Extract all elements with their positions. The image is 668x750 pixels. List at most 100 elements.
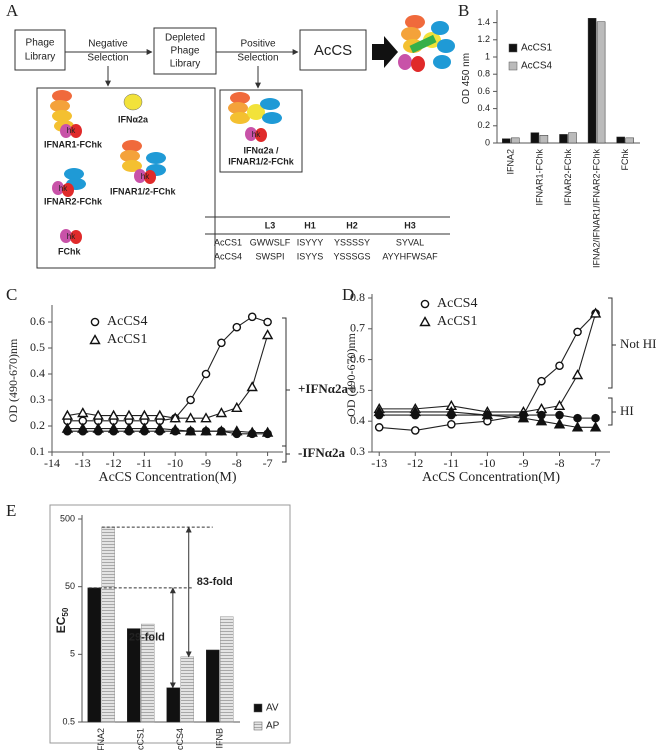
x-tick-label: -13 [371,456,387,470]
bracket [608,297,616,389]
marker [445,406,458,417]
table-cell: ISYYS [297,251,324,261]
marker [92,422,104,433]
x-tick-label: -9 [518,456,528,470]
marker [77,422,89,433]
y-tick-label: 0.4 [30,366,45,380]
y-tick-label: 1 [485,51,490,61]
x-tick-label: -10 [167,456,183,470]
table-cell: AcCS1 [214,237,242,247]
marker [61,422,74,433]
panel-border [49,504,291,744]
y-tick-label: 500 [60,513,75,523]
bar [587,18,597,144]
big-arrow [372,36,398,68]
bar [127,628,141,723]
y-tick-label: 0.6 [350,351,365,365]
table-cell: GWWSLF [250,237,291,247]
bar [530,132,540,144]
box-text: Phage [171,46,200,57]
bar [220,616,234,723]
legend-marker [90,317,100,327]
step-text: Selection [237,53,278,64]
y-tick-label: 0.5 [30,340,45,354]
bar [180,656,194,723]
marker [200,425,212,436]
marker [201,369,211,379]
panel-label: C [6,285,17,304]
box-text: Phage [26,38,55,49]
bar [502,138,511,144]
hk-text: hk [67,126,76,135]
hk-text: hk [141,172,150,181]
y-tick-label: 0.3 [30,392,45,406]
bar [101,526,115,723]
x-tick-label: -10 [479,456,495,470]
marker [553,418,566,429]
marker [217,338,226,348]
y-axis-label-text: OD 450 nm [461,53,472,104]
marker [410,426,420,435]
bracket [608,397,616,426]
icon-label: IFNα2a [118,114,149,124]
step-text: Selection [87,53,128,64]
x-tick-label: -9 [201,456,211,470]
marker [123,422,135,433]
legend-swatch [508,43,518,53]
marker [215,407,228,418]
legend-label: AcCS1 [437,314,477,329]
marker [215,425,228,436]
y-tick-label: 1.4 [477,17,490,27]
table-header: H1 [304,220,316,230]
marker [107,409,120,420]
ifnar12-icon [120,140,166,184]
x-tick-label: -12 [407,456,423,470]
marker [138,409,151,420]
marker [169,412,181,423]
y-tick-label: 0.4 [477,103,490,113]
marker [92,409,104,420]
panel-label: D [342,285,354,304]
icon-label: IFNAR1/2-FChk [228,156,294,166]
marker [107,422,120,433]
annotation: 29-fold [129,632,165,644]
annotation: -IFNα2a [298,445,345,460]
series-line [379,313,597,413]
annotation: Not HI [620,336,656,351]
marker [232,322,242,332]
y-tick-label: 5 [70,649,75,659]
y-tick-label: 50 [65,581,75,591]
bracket [282,445,290,463]
marker [247,312,257,322]
marker [123,409,135,420]
box-text: Library [25,52,56,63]
legend-label: AcCS4 [107,314,147,329]
bar [206,649,220,723]
marker [246,381,258,392]
bar [511,137,520,144]
legend-swatch [508,61,518,71]
x-tick-label: -13 [75,456,91,470]
table-header: H3 [404,220,416,230]
marker [447,419,456,429]
icon-label: IFNα2a / [243,145,279,155]
marker [573,413,582,423]
box-text: AcCS [314,42,352,59]
y-tick-label: 1.2 [477,34,490,44]
step-text: Positive [240,39,275,50]
table-cell: YSSSSY [334,237,370,247]
marker [77,407,89,418]
marker [246,426,258,437]
icon-label: IFNAR1/2-FChk [110,186,176,196]
annotation: HI [620,403,634,418]
legend-label: AV [266,703,279,714]
marker [231,425,243,436]
table-header: H2 [346,220,358,230]
hk-text: hk [252,130,261,139]
marker [184,425,197,436]
y-tick-label: 0.3 [350,444,365,458]
marker [154,409,166,420]
panel-label: E [6,501,16,520]
table-cell: AYYHFWSAF [382,251,438,261]
